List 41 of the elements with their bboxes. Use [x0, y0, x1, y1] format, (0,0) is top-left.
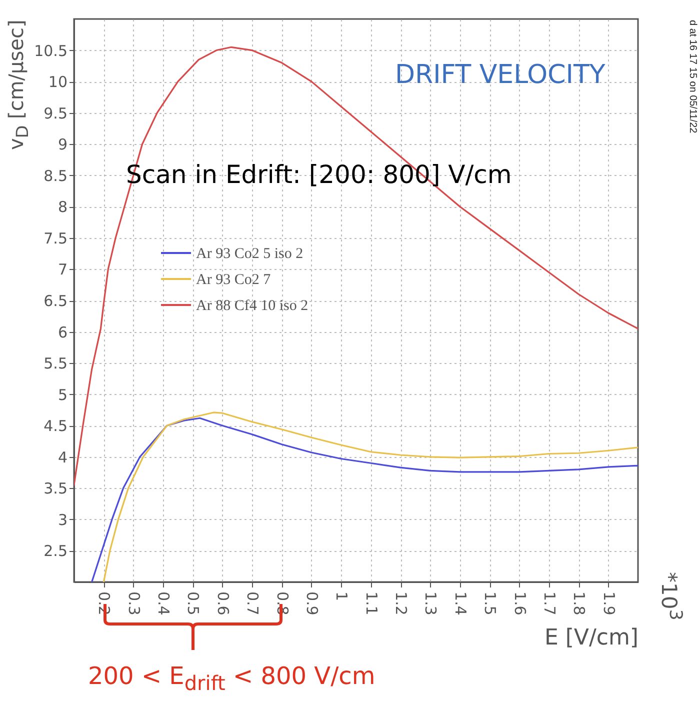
x-tick-label: 1.9	[600, 592, 618, 616]
y-tick-label: 5	[58, 386, 68, 404]
y-tick-label: 9	[58, 136, 68, 154]
y-tick-label: 4	[58, 448, 68, 466]
x-tick-label: 0.7	[244, 592, 262, 616]
x-tick-label: 1.8	[570, 592, 588, 616]
x-tick-label: 1	[332, 592, 351, 602]
y-tick-label: 8.5	[44, 166, 68, 185]
legend-label: Ar 88 Cf4 10 iso 2	[196, 298, 308, 314]
y-tick-label: 9.5	[44, 104, 68, 122]
y-tick-label: 6	[58, 323, 68, 342]
y-tick-label: 10.5	[34, 42, 68, 60]
y-tick-label: 7	[58, 260, 68, 279]
x-tick-label: 1.3	[422, 592, 440, 616]
x-tick-label: 0.5	[184, 592, 202, 616]
y-tick-label: 7.5	[44, 229, 68, 248]
y-tick-label: 6.5	[44, 292, 68, 310]
x-tick-label: 1.4	[451, 592, 470, 616]
x-axis-title: E [V/cm]	[544, 625, 638, 650]
x-tick-label: 1.1	[362, 592, 380, 616]
y-tick-label: 8	[58, 198, 68, 216]
x-tick-label: 0.6	[214, 592, 232, 616]
y-tick-label: 3	[58, 510, 68, 529]
legend-label: Ar 93 Co2 5 iso 2	[196, 246, 304, 262]
line-series	[74, 46, 638, 486]
x-tick-label: 0.9	[302, 592, 321, 616]
y-tick-label: 2.5	[44, 542, 68, 560]
x-tick-label: 1.7	[540, 592, 558, 616]
y-tick-label: 4.5	[44, 417, 68, 436]
y-tick-label: 5.5	[44, 354, 68, 373]
y-tick-label: 3.5	[44, 480, 68, 498]
x-tick-label: 1.2	[392, 592, 410, 616]
x-tick-label: 1.6	[510, 592, 529, 616]
x-tick-label: 0.4	[154, 592, 173, 616]
legend-label: Ar 93 Co2 7	[196, 272, 272, 288]
x-tick-label: 0.3	[124, 592, 143, 616]
text: 200 < E$_{drift}$ < 800 V/cm	[88, 662, 376, 695]
x-tick-label: 1.5	[481, 592, 500, 616]
annotation: DRIFT VELOCITY	[395, 60, 606, 90]
text: d at 16 17 15 on 05/11/22	[687, 20, 698, 134]
y-tick-label: 10	[48, 73, 68, 92]
